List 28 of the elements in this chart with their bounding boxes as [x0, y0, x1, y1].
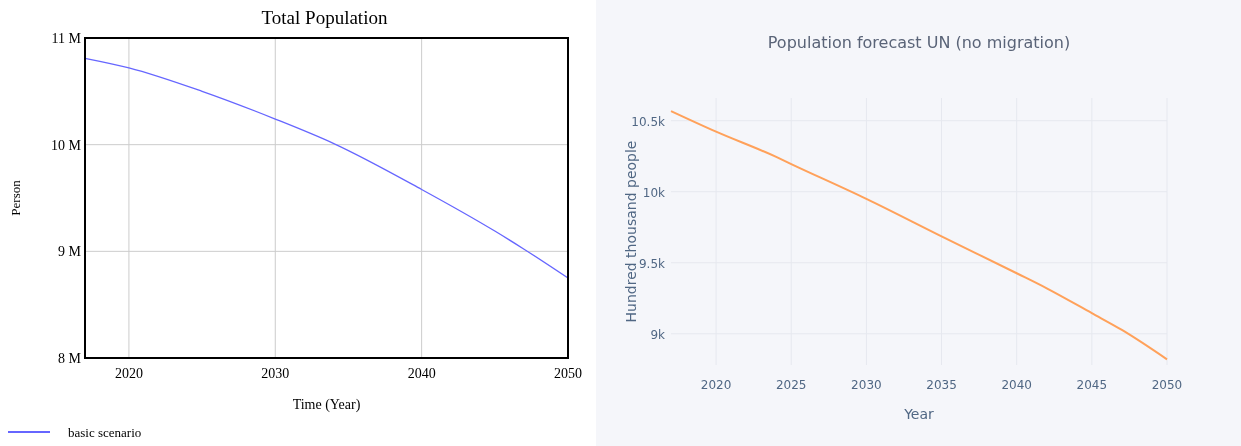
x-tick-label: 2030 [261, 366, 290, 381]
line-series [84, 57, 569, 279]
y-tick-label: 10.5k [631, 114, 666, 129]
x-tick-label: 2045 [1076, 378, 1108, 392]
x-tick-label: 2040 [1001, 378, 1032, 392]
y-axis-title: Person [8, 179, 23, 216]
y-tick-label: 9.5k [638, 256, 666, 271]
x-tick-label: 2030 [851, 378, 882, 392]
y-tick-label: 8 M [58, 351, 82, 366]
x-tick-label: 2025 [775, 378, 807, 392]
x-tick-label: 2050 [1151, 378, 1183, 392]
y-axis-title: Hundred thousand people [623, 140, 639, 323]
x-tick-label: 2050 [554, 366, 582, 381]
x-tick-label: 2040 [407, 366, 436, 381]
legend-label: basic scenario [68, 425, 142, 440]
y-tick-label: 11 M [51, 31, 82, 46]
x-tick-label: 2035 [926, 378, 957, 392]
x-tick-label: 2020 [114, 366, 143, 381]
y-tick-label: 9k [650, 327, 666, 342]
chart-title: Total Population [261, 7, 388, 28]
chart-title: Population forecast UN (no migration) [767, 33, 1071, 52]
y-tick-label: 10k [642, 185, 666, 200]
x-axis-title: Time (Year) [292, 397, 361, 413]
y-tick-label: 9 M [58, 244, 82, 260]
y-tick-label: 10 M [51, 137, 82, 153]
x-axis-title: Year [903, 406, 935, 422]
x-tick-label: 2020 [700, 378, 732, 392]
line-series [670, 110, 1168, 361]
